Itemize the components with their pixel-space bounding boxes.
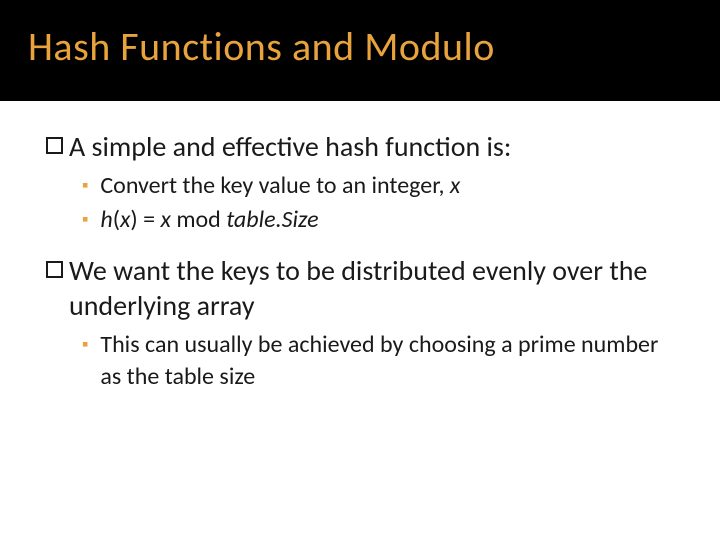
formula-close: )	[130, 205, 137, 234]
main-point-2-text: We want the keys to be distributed evenl…	[69, 253, 680, 323]
formula-x2: x	[161, 205, 171, 234]
sub-item-1-text: Convert the key value to an integer, x	[100, 170, 460, 202]
sub-list-1: ▪ Convert the key value to an integer, x…	[46, 170, 680, 237]
formula-eq: =	[138, 205, 161, 234]
sub-bullet-icon: ▪	[82, 333, 88, 355]
main-point-1: A simple and effective hash function is:	[46, 129, 680, 164]
formula-h: h	[100, 205, 112, 234]
square-bullet-icon	[46, 261, 63, 278]
sub-item-3-text: This can usually be achieved by choosing…	[100, 329, 680, 394]
formula-mod: mod	[171, 205, 226, 234]
sub-item-2-text: h(x) = x mod table.Size	[100, 204, 318, 236]
title-bar: Hash Functions and Modulo	[0, 0, 720, 101]
square-bullet-icon	[46, 137, 63, 154]
sub-item-2: ▪ h(x) = x mod table.Size	[82, 204, 680, 236]
formula-x1: x	[120, 205, 130, 234]
slide-content: A simple and effective hash function is:…	[0, 101, 720, 430]
sub-bullet-icon: ▪	[82, 208, 88, 230]
sub-bullet-icon: ▪	[82, 174, 88, 196]
sub-item-1: ▪ Convert the key value to an integer, x	[82, 170, 680, 202]
slide-title: Hash Functions and Modulo	[28, 22, 700, 71]
sub-1-var-x: x	[450, 171, 460, 200]
sub-1-prefix: Convert the key value to an integer,	[100, 171, 450, 200]
main-point-1-text: A simple and effective hash function is:	[69, 129, 511, 164]
sub-list-2: ▪ This can usually be achieved by choosi…	[46, 329, 680, 394]
sub-item-3: ▪ This can usually be achieved by choosi…	[82, 329, 680, 394]
formula-tablesize: table.Size	[226, 205, 318, 234]
main-point-2: We want the keys to be distributed evenl…	[46, 253, 680, 323]
formula-open: (	[113, 205, 120, 234]
